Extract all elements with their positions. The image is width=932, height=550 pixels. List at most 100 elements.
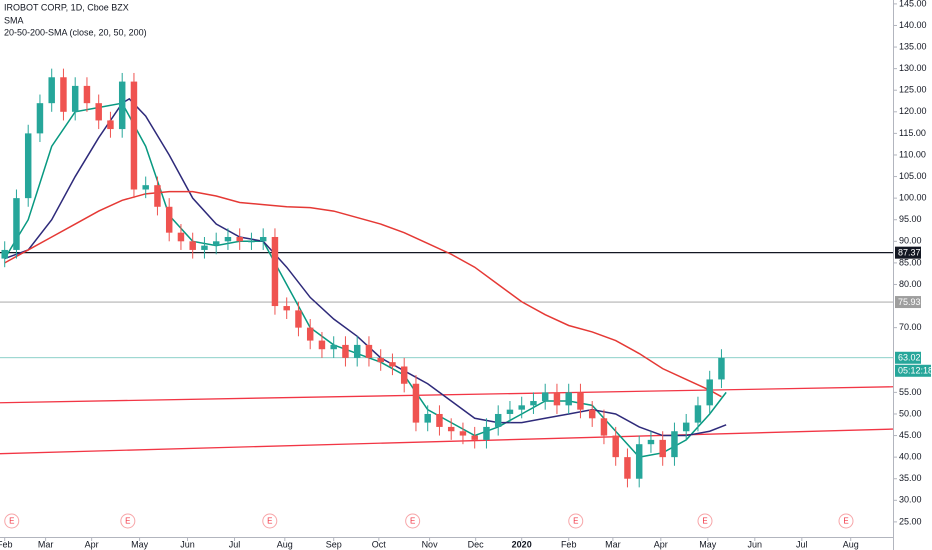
y-tick-label: 100.00 [899,193,927,203]
y-tick-label: 70.00 [899,322,922,332]
earnings-label: E [410,517,415,526]
x-tick-label: Oct [372,539,387,549]
earnings-marker [262,513,278,529]
candle-body [365,344,373,358]
earnings-marker [405,513,421,529]
y-tick-label: 30.00 [899,495,922,505]
y-tick-label: 40.00 [899,452,922,462]
candle-body [83,85,91,104]
x-tick-label: Jun [180,539,195,549]
earnings-label: E [125,517,130,526]
x-tick-label: Apr [85,539,99,549]
y-tick-label: 120.00 [899,106,927,116]
earnings-marker [838,513,854,529]
x-tick-label: Jul [796,539,808,549]
plot-area [0,68,894,488]
price-label: 87.37 [898,248,921,258]
candle-body [635,444,643,479]
earnings-label: E [702,517,707,526]
y-tick-label: 95.00 [899,214,922,224]
x-tick-label: 2020 [512,539,532,549]
x-tick-label: Mar [38,539,54,549]
price-label-box [895,246,921,259]
x-tick-label: Mar [605,539,621,549]
candle-body [236,236,243,242]
candle-body [165,206,173,233]
candle-body [24,133,32,199]
candle-body [224,236,232,242]
x-tick-label: Feb [561,539,577,549]
candle-body [13,198,20,250]
candle-body [718,357,725,380]
candle-body [212,241,220,246]
x-tick-label: Jul [229,539,241,549]
earnings-label: E [843,517,848,526]
candle-body [447,426,455,432]
candle-body [459,431,467,436]
indicator-name: SMA [4,15,24,25]
x-tick-label: May [699,539,717,549]
candle-body [694,405,702,423]
candle-body [248,241,255,243]
candle-body [647,439,655,445]
candle-body [377,357,384,363]
x-tick-label: Dec [468,539,485,549]
x-tick-label: Apr [654,539,668,549]
y-tick-label: 55.00 [899,387,922,397]
y-tick-label: 110.00 [899,149,926,159]
y-tick-label: 135.00 [899,41,927,51]
candle-body [142,185,149,190]
candle-body [541,392,549,402]
candle-body [330,344,337,350]
x-tick-label: May [131,539,149,549]
earnings-marker [4,513,20,529]
candle-body [118,81,126,130]
trend-line [0,386,894,404]
countdown: 05:12:18 [898,366,932,376]
candle-body [518,405,525,410]
indicator-params: 20-50-200-SMA (close, 20, 50, 200) [4,27,147,37]
earnings-label: E [267,517,272,526]
x-tick-label: Aug [843,539,859,549]
y-tick-label: 115.00 [899,128,926,138]
candle-body [412,383,420,423]
candle-body [1,249,8,259]
y-tick-label: 45.00 [899,430,922,440]
trend-line [0,428,894,455]
candle-body [400,366,408,384]
candle-body [95,103,102,121]
candle-body [71,85,79,112]
candle-body [682,422,690,432]
price-label-box [895,351,921,364]
candle-body [424,413,431,423]
candle-body [318,340,326,350]
x-tick-label: Sep [326,539,342,549]
sma-line [4,190,722,398]
countdown-box [895,364,931,377]
earnings-marker [697,513,713,529]
candle-body [659,439,666,458]
chart-title: IROBOT CORP, 1D, Cboe BZX [4,2,129,12]
y-tick-label: 140.00 [899,20,927,30]
x-tick-label: Nov [422,539,439,549]
candle-body [436,413,443,427]
candle-body [189,241,196,250]
y-tick-label: 80.00 [899,279,922,289]
candle-body [565,392,572,406]
y-tick-label: 25.00 [899,516,922,526]
candle-body [671,431,678,458]
price-label: 75.93 [898,297,921,307]
candle-body [494,413,502,427]
earnings-marker [568,513,584,529]
candle-body [588,409,596,419]
candle-body [553,392,561,406]
candle-body [60,77,67,112]
y-tick-label: 130.00 [899,63,927,73]
y-tick-label: 85.00 [899,257,922,267]
candle-body [483,426,490,440]
y-tick-label: 145.00 [899,0,927,8]
candle-body [283,306,290,311]
candle-body [271,236,279,307]
